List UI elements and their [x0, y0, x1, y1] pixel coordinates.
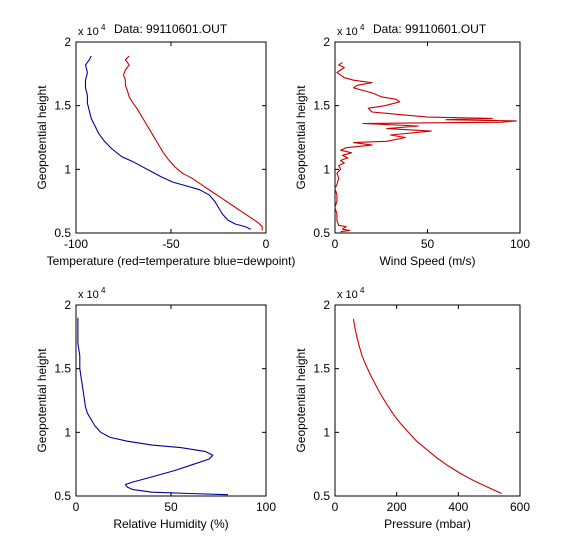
y-tick-label: 0.5 — [54, 226, 71, 240]
chart-panel-4: 0 200 400 600 0.5 1 1.5 2 x 10 4 Pressure (mbar) Ge… — [294, 286, 530, 531]
y-tick-label: 1.5 — [54, 362, 71, 376]
y-tick-label: 1.5 — [313, 362, 330, 376]
x-tick-label: 0 — [73, 500, 80, 514]
y-tick-label: 2 — [64, 35, 71, 49]
y-tick-label: 0.5 — [313, 226, 330, 240]
series-line-1 — [77, 317, 229, 496]
x-tick-label: -50 — [162, 237, 180, 251]
x-axis-label: Wind Speed (m/s) — [379, 254, 475, 268]
x-tick-label: 50 — [164, 500, 178, 514]
series-line-1 — [122, 55, 263, 231]
y-multiplier-exponent: 4 — [360, 23, 365, 32]
x-tick-label: 50 — [421, 237, 435, 251]
x-tick-label: 100 — [256, 500, 276, 514]
chart-panel-3: 0 50 100 0.5 1 1.5 2 x 10 4 Relative Humidity (%)… — [35, 286, 276, 531]
y-axis-label: Geopotential height — [35, 348, 49, 453]
y-multiplier-label: x 10 — [337, 289, 358, 301]
x-tick-label: 400 — [448, 500, 468, 514]
x-tick-label: 0 — [332, 237, 339, 251]
series-line-1 — [352, 318, 502, 494]
y-tick-label: 0.5 — [54, 489, 71, 503]
chart-panel-2: 0 50 100 0.5 1 1.5 2 x 10 4 Data: 99110601.OUT Win… — [294, 22, 530, 268]
y-tick-label: 2 — [64, 298, 71, 312]
y-tick-label: 1 — [64, 162, 71, 176]
x-axis-label: Pressure (mbar) — [384, 517, 471, 531]
y-tick-label: 0.5 — [313, 489, 330, 503]
y-multiplier-exponent: 4 — [101, 286, 106, 295]
x-tick-label: 600 — [510, 500, 530, 514]
y-tick-label: 1 — [323, 162, 330, 176]
y-tick-label: 1.5 — [54, 99, 71, 113]
y-multiplier-label: x 10 — [78, 289, 99, 301]
y-axis-label: Geopotential height — [294, 348, 308, 453]
x-tick-label: 0 — [332, 500, 339, 514]
y-tick-label: 1.5 — [313, 99, 330, 113]
y-multiplier-exponent: 4 — [101, 23, 106, 32]
y-tick-label: 1 — [64, 425, 71, 439]
series-line-1 — [334, 61, 517, 233]
chart-title: Data: 99110601.OUT — [114, 22, 228, 36]
x-tick-label: 200 — [387, 500, 407, 514]
y-axis-label: Geopotential height — [294, 85, 308, 190]
y-axis-label: Geopotential height — [35, 85, 49, 190]
chart-panel-1: -100 -50 0 0.5 1 1.5 2 x 10 4 Data: 99110601.OUT T… — [35, 22, 295, 268]
y-tick-label: 2 — [323, 35, 330, 49]
x-axis-label: Relative Humidity (%) — [113, 517, 228, 531]
y-tick-label: 2 — [323, 298, 330, 312]
y-multiplier-exponent: 4 — [360, 286, 365, 295]
chart-title: Data: 99110601.OUT — [373, 22, 487, 36]
x-axis-label: Temperature (red=temperature blue=dewpoi… — [47, 254, 296, 268]
series-line-2 — [84, 55, 252, 230]
x-tick-label: 100 — [510, 237, 530, 251]
y-multiplier-label: x 10 — [337, 26, 358, 38]
y-multiplier-label: x 10 — [78, 26, 99, 38]
axes-box — [334, 304, 521, 497]
x-tick-label: -100 — [64, 237, 88, 251]
y-tick-label: 1 — [323, 425, 330, 439]
x-tick-label: 0 — [263, 237, 270, 251]
